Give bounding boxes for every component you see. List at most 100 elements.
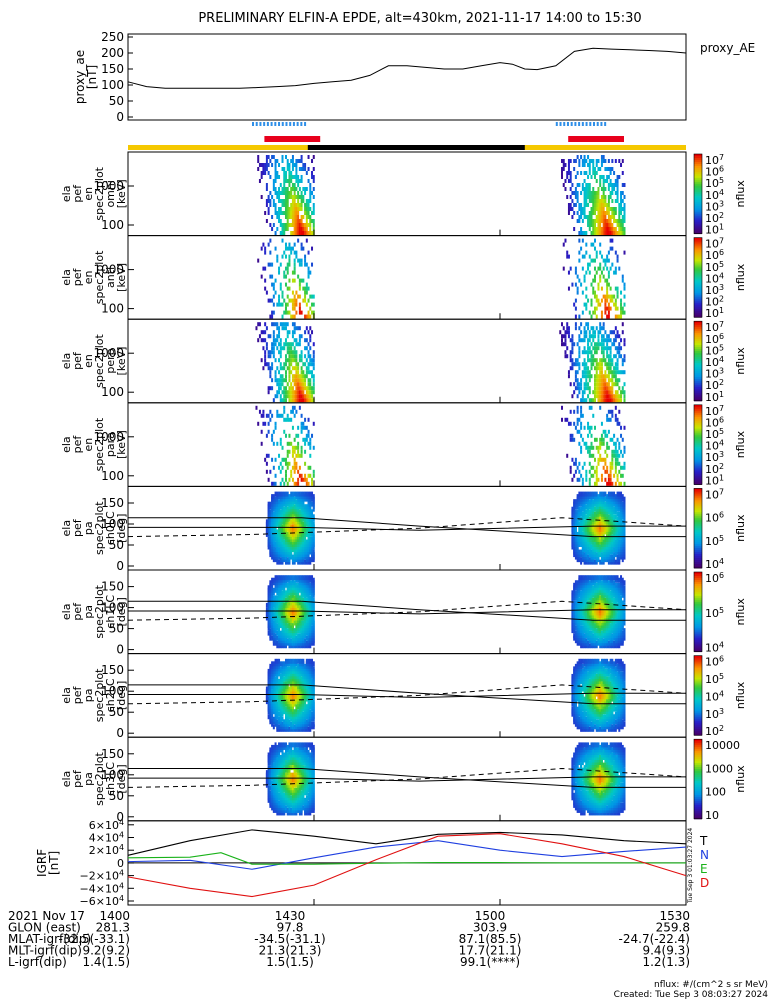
spec-pixel <box>589 406 591 410</box>
spec-pixel <box>271 438 273 442</box>
pa-pixel <box>584 519 586 524</box>
pa-pixel <box>596 537 598 542</box>
spec-pixel <box>615 370 617 374</box>
spec-pixel <box>589 358 591 362</box>
spec-pixel <box>566 322 568 326</box>
spec-pixel <box>599 215 601 219</box>
spec-pixel <box>589 374 591 378</box>
spec-pixel <box>292 450 294 454</box>
spec-pixel <box>587 175 589 179</box>
pa-pixel <box>589 557 591 562</box>
spec-pixel <box>589 183 591 187</box>
spec-pixel <box>570 434 572 438</box>
pa-pixel <box>313 494 315 499</box>
spec-pixel <box>264 251 266 255</box>
spec-pixel <box>591 175 593 179</box>
spec-pixel <box>295 350 297 354</box>
spec-pixel <box>282 326 284 330</box>
spec-pixel <box>585 370 587 374</box>
pa-pixel <box>266 519 268 524</box>
pa-pixel <box>585 514 587 519</box>
spec-pixel <box>297 394 299 398</box>
spec-pixel <box>587 195 589 199</box>
spec-pixel <box>262 422 264 426</box>
spec-pixel <box>266 291 268 295</box>
spec-pixel <box>290 342 292 346</box>
spec-pixel <box>282 295 284 299</box>
spec-pixel <box>617 398 619 402</box>
pa-pixel <box>283 575 285 580</box>
spec-pixel <box>306 199 308 203</box>
spec-pixel <box>582 239 584 243</box>
spec-pixel <box>301 215 303 219</box>
spec-pixel <box>613 303 615 307</box>
spec-pixel <box>589 167 591 171</box>
spec-pixel <box>269 199 271 203</box>
spec-pixel <box>608 215 610 219</box>
spec-pixel <box>285 418 287 422</box>
spec-pixel <box>624 342 626 346</box>
spec-pixel <box>294 215 296 219</box>
spec-pixel <box>301 159 303 163</box>
spec-pixel <box>608 219 610 223</box>
spec-pixel <box>611 231 613 235</box>
spec-pixel <box>617 183 619 187</box>
pa-pixel <box>617 512 619 517</box>
spec-pixel <box>584 334 586 338</box>
spec-pixel <box>304 315 306 319</box>
spec-pixel <box>273 179 275 183</box>
spec-pixel <box>582 350 584 354</box>
spec-pixel <box>603 458 605 462</box>
pa-pixel <box>290 575 292 580</box>
spec-pixel <box>278 386 280 390</box>
spec-pixel <box>283 211 285 215</box>
spec-pixel <box>311 362 313 366</box>
pa-pixel <box>617 492 619 497</box>
pa-pixel <box>597 537 599 542</box>
spec-pixel <box>306 370 308 374</box>
spec-pixel <box>282 239 284 243</box>
spec-pixel <box>594 366 596 370</box>
spec-pixel <box>294 227 296 231</box>
pa-pixel <box>290 580 292 585</box>
spec-pixel <box>610 378 612 382</box>
spec-pixel <box>282 231 284 235</box>
spec-pixel <box>268 390 270 394</box>
spec-pixel <box>597 231 599 235</box>
pa-pixel <box>295 616 297 621</box>
spec-pixel <box>282 191 284 195</box>
spec-pixel <box>564 354 566 358</box>
spec-pixel <box>615 219 617 223</box>
spec-pixel <box>622 386 624 390</box>
spec-pixel <box>587 338 589 342</box>
spec-pixel <box>311 219 313 223</box>
spec-pixel <box>577 466 579 470</box>
pa-pixel <box>601 527 603 532</box>
spec-pixel <box>615 470 617 474</box>
spec-pixel <box>592 191 594 195</box>
spec-pixel <box>615 362 617 366</box>
spec-pixel <box>615 414 617 418</box>
spec-pixel <box>592 219 594 223</box>
pa-pixel <box>592 492 594 497</box>
spec-pixel <box>299 203 301 207</box>
spec-pixel <box>577 478 579 482</box>
spec-pixel <box>313 422 315 426</box>
pa-pixel <box>575 580 577 585</box>
spec-pixel <box>306 239 308 243</box>
spec-pixel <box>290 231 292 235</box>
spec-pixel <box>592 207 594 211</box>
spec-pixel <box>273 187 275 191</box>
spec-pixel <box>618 462 620 466</box>
spec-pixel <box>273 155 275 159</box>
spec-pixel <box>601 163 603 167</box>
spec-pixel <box>304 386 306 390</box>
spec-pixel <box>615 458 617 462</box>
spec-pixel <box>620 346 622 350</box>
spec-pixel <box>282 187 284 191</box>
pa-pixel <box>302 522 304 527</box>
spec-pixel <box>615 334 617 338</box>
spec-pixel <box>304 378 306 382</box>
spec-pixel <box>566 330 568 334</box>
spec-pixel <box>287 414 289 418</box>
